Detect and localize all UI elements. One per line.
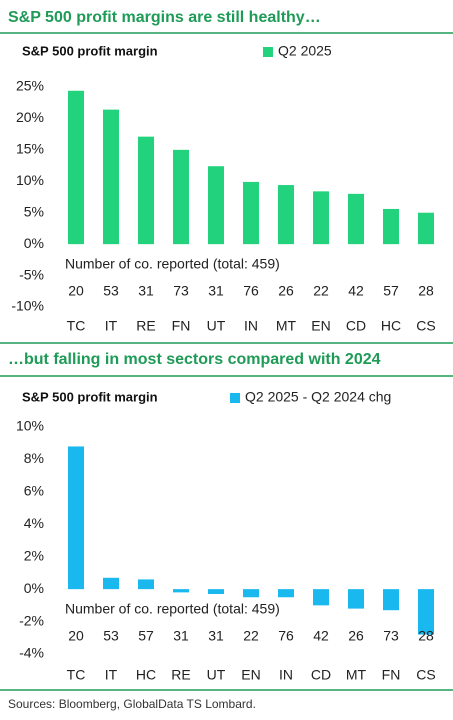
annotation: Number of co. reported (total: 459): [65, 256, 280, 272]
x-tick-label: UT: [207, 667, 226, 683]
count-label: 31: [138, 283, 154, 299]
count-label: 31: [208, 628, 224, 644]
x-tick-label: EN: [241, 667, 260, 683]
x-tick-label: RE: [171, 667, 190, 683]
y-tick-label: 4%: [24, 515, 44, 531]
x-tick-label: RE: [136, 318, 155, 334]
bar: [383, 208, 399, 245]
count-label: 53: [103, 283, 119, 299]
legend-label: Q2 2025: [278, 43, 332, 59]
count-label: 31: [173, 628, 189, 644]
y-tick-label: 10%: [16, 172, 44, 188]
x-tick-label: UT: [207, 318, 226, 334]
x-tick-label: IT: [105, 667, 118, 683]
y-tick-label: 5%: [24, 203, 44, 219]
count-label: 28: [418, 283, 434, 299]
bar: [313, 191, 329, 245]
count-label: 57: [383, 283, 399, 299]
count-label: 31: [208, 283, 224, 299]
bar: [418, 212, 434, 245]
bar: [68, 90, 84, 245]
y-tick-label: -10%: [11, 298, 44, 314]
bar: [103, 109, 119, 245]
count-label: 26: [278, 283, 294, 299]
count-label: 42: [348, 283, 364, 299]
legend-swatch: [263, 47, 273, 57]
count-label: 57: [138, 628, 154, 644]
chart-subtitle: S&P 500 profit margin: [22, 389, 158, 404]
x-tick-label: CS: [416, 667, 435, 683]
bar: [418, 589, 434, 635]
x-tick-label: CD: [346, 318, 366, 334]
x-tick-label: HC: [136, 667, 156, 683]
x-tick-label: FN: [172, 318, 191, 334]
x-tick-label: CS: [416, 318, 435, 334]
bar: [348, 193, 364, 245]
y-tick-label: 8%: [24, 450, 44, 466]
bar: [383, 589, 399, 611]
x-tick-label: IN: [244, 318, 258, 334]
bar: [103, 577, 119, 590]
y-tick-label: 6%: [24, 483, 44, 499]
bar: [313, 589, 329, 606]
y-tick-label: 10%: [16, 418, 44, 434]
chart-title: …but falling in most sectors compared wi…: [8, 351, 381, 368]
bar: [208, 589, 224, 595]
y-tick-label: -2%: [19, 612, 44, 628]
y-tick-label: 2%: [24, 547, 44, 563]
y-tick-label: -5%: [19, 266, 44, 282]
x-tick-label: IN: [279, 667, 293, 683]
bar: [208, 166, 224, 245]
count-label: 20: [68, 283, 84, 299]
x-tick-label: MT: [276, 318, 297, 334]
bar: [348, 589, 364, 609]
x-tick-label: HC: [381, 318, 401, 334]
x-tick-label: TC: [67, 318, 86, 334]
count-label: 73: [173, 283, 189, 299]
legend-label: Q2 2025 - Q2 2024 chg: [245, 389, 391, 405]
count-label: 20: [68, 628, 84, 644]
count-label: 26: [348, 628, 364, 644]
bar: [173, 149, 189, 245]
x-tick-label: IT: [105, 318, 118, 334]
count-label: 22: [243, 628, 259, 644]
chart-title: S&P 500 profit margins are still healthy…: [8, 9, 321, 26]
count-label: 22: [313, 283, 329, 299]
count-label: 53: [103, 628, 119, 644]
bar: [243, 589, 259, 598]
x-tick-label: TC: [67, 667, 86, 683]
legend-swatch: [230, 393, 240, 403]
count-label: 28: [418, 628, 434, 644]
count-label: 76: [278, 628, 294, 644]
bar: [138, 136, 154, 245]
x-tick-label: EN: [311, 318, 330, 334]
count-label: 42: [313, 628, 329, 644]
bar: [278, 185, 294, 245]
x-tick-label: CD: [311, 667, 331, 683]
annotation: Number of co. reported (total: 459): [65, 601, 280, 617]
y-tick-label: 15%: [16, 141, 44, 157]
count-label: 73: [383, 628, 399, 644]
y-tick-label: 0%: [24, 235, 44, 251]
bar: [243, 181, 259, 245]
y-tick-label: 25%: [16, 78, 44, 94]
source: Sources: Bloomberg, GlobalData TS Lombar…: [8, 697, 256, 711]
y-tick-label: 0%: [24, 580, 44, 596]
x-tick-label: MT: [346, 667, 367, 683]
chart-subtitle: S&P 500 profit margin: [22, 43, 158, 58]
bar: [138, 579, 154, 590]
bar: [68, 446, 84, 590]
y-tick-label: -4%: [19, 645, 44, 661]
bar: [173, 589, 189, 593]
x-tick-label: FN: [382, 667, 401, 683]
count-label: 76: [243, 283, 259, 299]
y-tick-label: 20%: [16, 109, 44, 125]
bar: [278, 589, 294, 598]
